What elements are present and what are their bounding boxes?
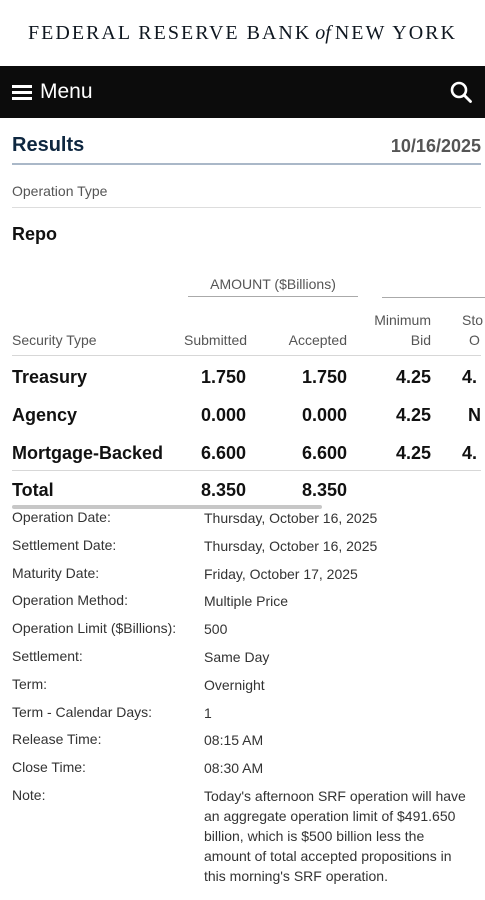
detail-row: Operation Limit ($Billions): 500 <box>12 619 482 647</box>
detail-label: Release Time: <box>12 731 102 748</box>
detail-value: Friday, October 17, 2025 <box>204 565 358 582</box>
detail-label: Maturity Date: <box>12 564 100 581</box>
stop-out-cell: 4. <box>462 367 478 387</box>
submitted-cell: 6.600 <box>200 443 246 463</box>
security-cell: Mortgage-Backed <box>12 443 164 463</box>
brand-part2: NEW YORK <box>334 21 457 44</box>
operation-details: Operation Date: Thursday, October 16, 202… <box>12 508 482 886</box>
results-date: 10/16/2025 <box>390 136 481 156</box>
submitted-cell: 1.750 <box>200 367 246 387</box>
accepted-cell: 6.600 <box>301 443 347 463</box>
detail-value: Multiple Price <box>204 593 289 610</box>
security-cell: Treasury <box>12 367 88 387</box>
detail-label: Term - Calendar Days: <box>12 703 153 720</box>
detail-label: Note: <box>12 786 46 803</box>
site-brand-header[interactable]: FEDERAL RESERVE BANK of NEW YORK <box>0 0 485 66</box>
detail-row: Note: Today's afternoon SRF operation wil… <box>12 786 482 886</box>
detail-label: Term: <box>12 675 47 692</box>
detail-row: Maturity Date: Friday, October 17, 2025 <box>12 564 482 592</box>
col-min-bid-1: Minimum <box>374 312 431 328</box>
col-stop-out-1: Sto <box>462 312 484 328</box>
detail-row: Settlement Date: Thursday, October 16, 20… <box>12 536 482 564</box>
col-stop-out-2: O <box>469 332 480 348</box>
top-nav-bar: Menu <box>0 66 485 118</box>
detail-value: 1 <box>204 704 212 721</box>
header-separator <box>12 355 481 356</box>
menu-label: Menu <box>40 80 93 103</box>
total-label: Total <box>12 480 54 500</box>
submitted-cell: 0.000 <box>200 405 246 425</box>
note-text: Today's afternoon SRF operation will hav… <box>204 787 466 884</box>
amount-header: AMOUNT ($Billions) <box>188 276 358 297</box>
detail-label: Close Time: <box>12 759 86 776</box>
detail-value: 08:15 AM <box>204 732 264 749</box>
total-accepted: 8.350 <box>301 480 347 500</box>
operation-type-label: Operation Type <box>12 183 481 208</box>
detail-label: Settlement: <box>12 647 83 664</box>
total-submitted: 8.350 <box>200 480 246 500</box>
stop-out-cell: 4. <box>462 443 478 463</box>
total-separator <box>12 470 481 471</box>
detail-value: 08:30 AM <box>204 760 264 777</box>
detail-row: Settlement: Same Day <box>12 647 482 675</box>
min-bid-cell: 4.25 <box>395 443 431 463</box>
detail-label: Settlement Date: <box>12 536 117 553</box>
detail-label: Operation Method: <box>12 592 128 609</box>
detail-row: Operation Date: Thursday, October 16, 202… <box>12 508 482 536</box>
search-icon[interactable] <box>449 80 473 104</box>
detail-row: Operation Method: Multiple Price <box>12 591 482 619</box>
results-section: Results 10/16/2025 Operation Type Repo A… <box>0 134 485 509</box>
detail-value: 500 <box>204 621 228 638</box>
detail-row: Term - Calendar Days: 1 <box>12 703 482 731</box>
detail-value: Same Day <box>204 648 270 665</box>
operation-type-value: Repo <box>12 224 57 244</box>
brand-part1: FEDERAL RESERVE BANK <box>28 21 312 44</box>
results-title: Results <box>12 134 85 156</box>
menu-button[interactable]: Menu <box>12 80 93 104</box>
detail-row: Close Time: 08:30 AM <box>12 758 482 786</box>
detail-row: Term: Overnight <box>12 675 482 703</box>
col-submitted: Submitted <box>184 332 248 348</box>
accepted-cell: 0.000 <box>301 405 347 425</box>
results-header: Results 10/16/2025 <box>12 134 481 165</box>
stop-out-cell: N <box>468 405 481 425</box>
header-rule-right <box>382 297 485 298</box>
security-cell: Agency <box>12 405 78 425</box>
detail-label: Operation Date: <box>12 509 111 525</box>
col-security-type: Security Type <box>12 332 97 348</box>
hamburger-icon <box>12 85 32 100</box>
detail-value: Thursday, October 16, 2025 <box>204 537 378 554</box>
detail-value: Thursday, October 16, 2025 <box>204 510 378 526</box>
brand-of: of <box>315 21 331 44</box>
detail-value: Overnight <box>204 676 265 693</box>
col-accepted: Accepted <box>288 332 347 348</box>
horizontal-scrollbar[interactable] <box>12 505 322 509</box>
detail-label: Operation Limit ($Billions): <box>12 620 177 637</box>
detail-row: Release Time: 08:15 AM <box>12 730 482 758</box>
accepted-cell: 1.750 <box>301 367 347 387</box>
min-bid-cell: 4.25 <box>395 405 431 425</box>
min-bid-cell: 4.25 <box>395 367 431 387</box>
results-table: AMOUNT ($Billions) Security Type Submitt… <box>12 257 485 509</box>
col-min-bid-2: Bid <box>410 332 431 348</box>
